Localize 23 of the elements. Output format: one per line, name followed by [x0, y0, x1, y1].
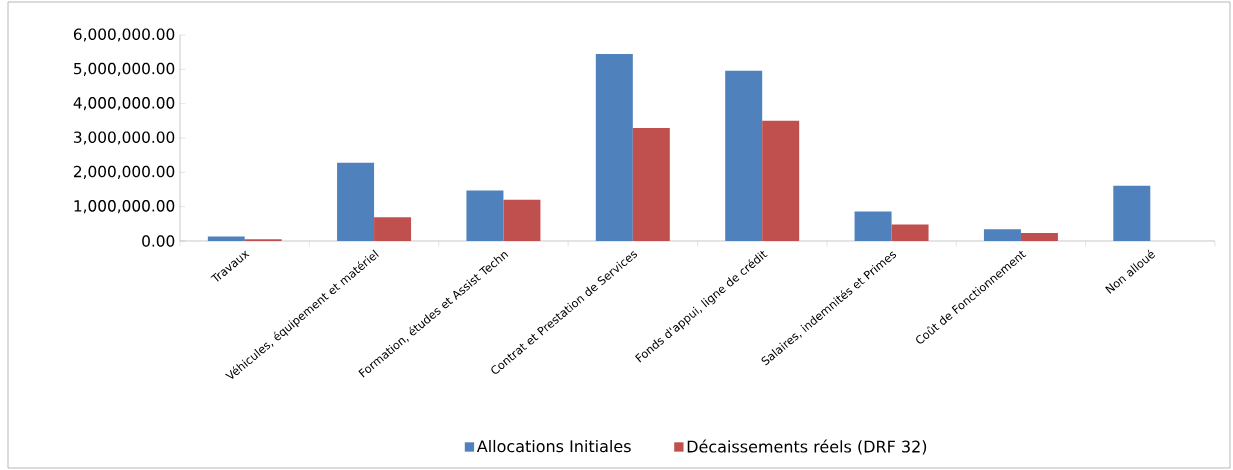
bar [1113, 185, 1151, 241]
bar [374, 217, 412, 241]
bar [207, 236, 245, 241]
bar [466, 190, 504, 241]
y-tick-label: 2,000,000.00 [74, 165, 175, 179]
y-tick-label: 0.00 [142, 235, 175, 247]
legend-label: Décaissements réels (DRF 32) [687, 439, 927, 455]
y-tick-label: 4,000,000.00 [73, 97, 175, 111]
bar [854, 211, 892, 241]
y-tick-label: 1,000,000.00 [74, 200, 175, 214]
y-tick-label: 5,000,000.00 [74, 62, 175, 76]
bar [725, 70, 763, 241]
bar [632, 128, 670, 241]
bar [1020, 233, 1058, 241]
y-tick-label: 3,000,000.00 [74, 131, 175, 145]
bar [891, 224, 929, 241]
bar [983, 229, 1021, 241]
legend-label: Allocations Initiales [476, 439, 631, 453]
bar [595, 53, 633, 241]
bar [337, 162, 375, 241]
y-tick-label: 6,000,000.00 [73, 28, 175, 42]
bar [503, 199, 541, 241]
bar [762, 120, 800, 241]
